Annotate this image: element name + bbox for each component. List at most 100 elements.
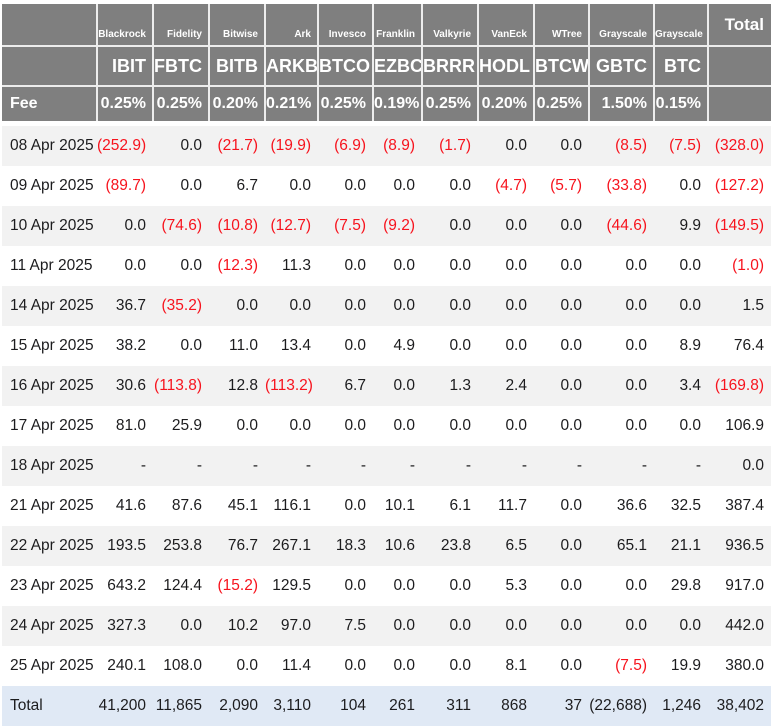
flow-value: 10.6 <box>384 537 415 554</box>
row-date: 15 Apr 2025 <box>10 337 94 354</box>
flow-value: 0.0 <box>449 657 471 674</box>
flow-value: (8.9) <box>383 137 415 154</box>
ticker-header: BRRR <box>422 46 479 87</box>
flow-value: 30.6 <box>115 377 146 394</box>
ticker-header: BTCO <box>318 46 374 87</box>
flow-value: 8.9 <box>679 337 701 354</box>
flow-value: 0.0 <box>344 497 366 514</box>
flow-value: 0.0 <box>449 257 471 274</box>
flow-value: - <box>695 457 701 474</box>
row-date: 14 Apr 2025 <box>10 297 94 314</box>
column-total-value: 41,200 <box>98 697 146 714</box>
row-date: 16 Apr 2025 <box>10 377 94 394</box>
flow-value: 8.1 <box>505 657 527 674</box>
flow-value: 10.2 <box>227 617 258 634</box>
row-date: 10 Apr 2025 <box>10 217 94 234</box>
flow-value: 0.0 <box>180 337 202 354</box>
flow-value: 0.0 <box>344 657 366 674</box>
flow-value: 0.0 <box>393 577 415 594</box>
flow-value: 36.6 <box>616 497 647 514</box>
corner-cell <box>2 46 98 87</box>
row-total-value: 387.4 <box>725 497 764 514</box>
flow-value: 0.0 <box>560 657 582 674</box>
row-date: 24 Apr 2025 <box>10 617 94 634</box>
total-row: Total 41,200 11,865 2,090 3,110 104 261 311 868 3… <box>2 686 771 726</box>
ticker-header: FBTC <box>153 46 210 87</box>
flow-value: 0.0 <box>560 497 582 514</box>
row-total-value: 106.9 <box>725 417 764 434</box>
flow-value: 12.8 <box>227 377 258 394</box>
flow-value: 0.0 <box>560 577 582 594</box>
etf-flow-table: Blackrock Fidelity Bitwise Ark Invesco F… <box>2 4 771 726</box>
row-total-value: (1.0) <box>732 257 764 274</box>
flow-value: 0.0 <box>289 177 311 194</box>
flow-value: 45.1 <box>227 497 258 514</box>
flow-value: 36.7 <box>115 297 146 314</box>
row-total-value: 1.5 <box>742 297 764 314</box>
fee-value: 0.19% <box>373 86 423 126</box>
ticker-header: BTC <box>654 46 709 87</box>
flow-value: 0.0 <box>560 217 582 234</box>
flow-value: 0.0 <box>180 617 202 634</box>
column-total-value: 11,865 <box>155 697 202 714</box>
flow-value: 0.0 <box>236 297 258 314</box>
flow-value: 32.5 <box>670 497 701 514</box>
flow-value: 0.0 <box>560 537 582 554</box>
row-total-value: 0.0 <box>742 457 764 474</box>
table-row: 16 Apr 2025 30.6 (113.8) 12.8 (113.2) 6.7 0.0 1… <box>2 366 771 406</box>
institution-header: Grayscale <box>654 4 709 47</box>
flow-value: (33.8) <box>606 177 648 194</box>
flow-value: (7.5) <box>334 217 366 234</box>
flow-value: 0.0 <box>505 137 527 154</box>
flow-value: 0.0 <box>393 257 415 274</box>
flow-value: 21.1 <box>670 537 701 554</box>
flow-value: 0.0 <box>449 177 471 194</box>
row-date: 22 Apr 2025 <box>10 537 94 554</box>
flow-value: (8.5) <box>615 137 647 154</box>
flow-value: 0.0 <box>449 417 471 434</box>
flow-value: 81.0 <box>115 417 146 434</box>
flow-value: 0.0 <box>505 297 527 314</box>
flows-table-body: 08 Apr 2025 (252.9) 0.0 (21.7) (19.9) (6.9) (8… <box>2 123 771 726</box>
table-row: 11 Apr 2025 0.0 0.0 (12.3) 11.3 0.0 0.0 0.0 0.0 0… <box>2 246 771 286</box>
institution-header: Ark <box>265 4 319 47</box>
flow-value: (113.8) <box>154 377 202 394</box>
row-date: 17 Apr 2025 <box>10 417 94 434</box>
row-date: 23 Apr 2025 <box>10 577 94 594</box>
flow-value: 124.4 <box>163 577 202 594</box>
fee-value: 0.25% <box>97 86 154 126</box>
column-total-value: (22,688) <box>589 697 647 714</box>
row-total-value: (328.0) <box>714 137 764 154</box>
table-row: 14 Apr 2025 36.7 (35.2) 0.0 0.0 0.0 0.0 0.0 0.0 0… <box>2 286 771 326</box>
flow-value: (252.9) <box>97 137 147 154</box>
flow-value: 643.2 <box>107 577 146 594</box>
flow-value: 0.0 <box>344 297 366 314</box>
flow-value: 87.6 <box>171 497 202 514</box>
table-row: 25 Apr 2025 240.1 108.0 0.0 11.4 0.0 0.0 0.0 8.1… <box>2 646 771 686</box>
ticker-header: BTCW <box>534 46 590 87</box>
table-row: 21 Apr 2025 41.6 87.6 45.1 116.1 0.0 10.1 6.1 11… <box>2 486 771 526</box>
flow-value: 0.0 <box>449 217 471 234</box>
institution-header: WTree <box>534 4 590 47</box>
table-row: 10 Apr 2025 0.0 (74.6) (10.8) (12.7) (7.5) (9.… <box>2 206 771 246</box>
flow-value: 240.1 <box>107 657 146 674</box>
flow-value: 23.8 <box>440 537 471 554</box>
flow-value: 108.0 <box>163 657 202 674</box>
flow-value: 116.1 <box>273 497 311 514</box>
institutions-row: Blackrock Fidelity Bitwise Ark Invesco F… <box>2 4 771 47</box>
flow-value: 0.0 <box>560 257 582 274</box>
flow-value: - <box>305 457 311 474</box>
flow-value: 0.0 <box>344 257 366 274</box>
flow-value: 0.0 <box>505 417 527 434</box>
flow-value: 0.0 <box>625 337 647 354</box>
flow-value: 19.9 <box>670 657 701 674</box>
row-total-value: 936.5 <box>725 537 764 554</box>
flow-value: 0.0 <box>560 617 582 634</box>
flow-value: 0.0 <box>505 257 527 274</box>
flow-value: 0.0 <box>449 297 471 314</box>
table-row: 23 Apr 2025 643.2 124.4 (15.2) 129.5 0.0 0.0 0.… <box>2 566 771 606</box>
flow-value: 25.9 <box>171 417 202 434</box>
flow-value: - <box>140 457 146 474</box>
flow-value: 0.0 <box>236 657 258 674</box>
tickers-row: IBIT FBTC BITB ARKB BTCO EZBC BRRR HODL … <box>2 46 771 87</box>
